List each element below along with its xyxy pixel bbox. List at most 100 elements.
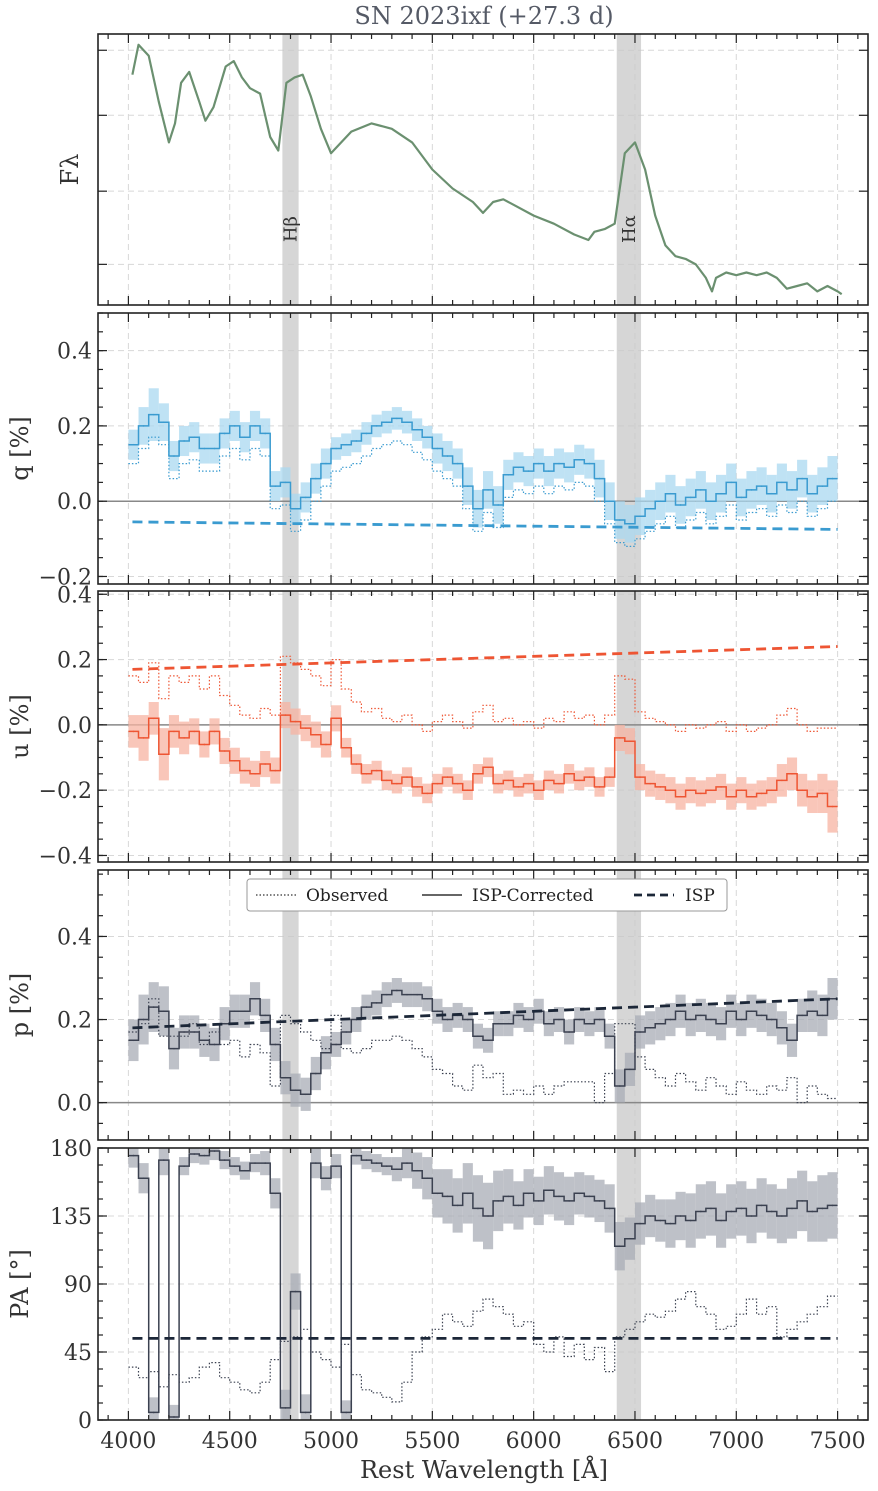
- data-point: [436, 1192, 439, 1195]
- band-label-h-beta: Hβ: [281, 216, 302, 242]
- observed-line: [128, 655, 838, 732]
- isp-line: [132, 520, 838, 531]
- data-point: [750, 489, 753, 491]
- data-point: [487, 1039, 489, 1042]
- panel-frame: [97, 312, 869, 585]
- data-point: [426, 997, 429, 1000]
- data-point: [487, 489, 489, 491]
- data-point: [740, 1207, 743, 1210]
- data-point: [487, 1215, 489, 1217]
- panel-frame: [97, 869, 869, 1141]
- data-point: [355, 763, 358, 765]
- data-point: [598, 1200, 601, 1202]
- y-tick-label: 0.4: [57, 925, 92, 950]
- y-tick-label: 0.0: [57, 490, 92, 515]
- data-point: [578, 779, 581, 782]
- data-point: [446, 1018, 449, 1021]
- corrected-line: [128, 1150, 838, 1418]
- plot-area: [98, 870, 868, 1140]
- data-point: [791, 1039, 793, 1042]
- chart-title: SN 2023ixf (+27.3 d): [354, 2, 613, 30]
- y-tick-label: 0.2: [57, 1009, 92, 1034]
- data-point: [244, 436, 246, 439]
- data-point: [416, 786, 418, 788]
- data-point: [781, 1027, 783, 1029]
- data-point: [831, 997, 834, 1000]
- data-point: [801, 1200, 803, 1202]
- legend-corrected-label: ISP-Corrected: [472, 886, 594, 906]
- data-point: [233, 1010, 236, 1013]
- data-point: [152, 413, 155, 416]
- data-point: [760, 1014, 763, 1017]
- data-point: [507, 474, 510, 476]
- data-point: [710, 789, 712, 791]
- data-point: [375, 425, 378, 427]
- band-h-beta: [282, 34, 299, 305]
- data-point: [497, 1022, 499, 1025]
- data-point: [436, 1010, 439, 1013]
- error-band-segment: [280, 1389, 291, 1420]
- plot-area: [98, 313, 868, 584]
- observed-line: [128, 436, 838, 547]
- data-point: [649, 507, 651, 510]
- data-point: [163, 753, 165, 756]
- panel-flux: Hβ Hα Fλ: [56, 33, 869, 306]
- error-band-segment: [209, 1148, 220, 1161]
- data-point: [497, 1200, 499, 1202]
- data-point: [669, 1222, 672, 1225]
- data-point: [558, 782, 560, 785]
- x-tick-label: 7000: [708, 1429, 764, 1454]
- data-point: [629, 1237, 631, 1240]
- panel-q: −0.2 0.0 0.2 0.4 q [%]: [6, 312, 869, 590]
- data-point: [710, 500, 712, 502]
- data-point: [183, 1165, 185, 1167]
- data-point: [456, 782, 459, 785]
- data-point: [618, 1245, 621, 1248]
- panel-u: −0.4 −0.2 0.0 0.2 0.4 u [%]: [6, 583, 869, 869]
- data-point: [527, 1192, 530, 1195]
- data-point: [618, 737, 621, 739]
- data-point: [487, 766, 489, 769]
- y-tick-label: 0.0: [57, 714, 92, 739]
- error-band-segment: [168, 1404, 180, 1420]
- data-point: [578, 1192, 581, 1195]
- data-point: [548, 1189, 550, 1192]
- data-point: [416, 1169, 418, 1172]
- data-point: [132, 730, 135, 733]
- data-point: [284, 1407, 287, 1409]
- data-point: [325, 462, 327, 465]
- data-point: [244, 1010, 246, 1013]
- data-point: [467, 1192, 469, 1195]
- data-point: [578, 458, 581, 461]
- data-point: [152, 717, 155, 720]
- y-tick-label: 45: [64, 1341, 92, 1366]
- observed-line: [128, 1291, 838, 1403]
- data-point: [578, 1018, 581, 1021]
- data-point: [608, 1207, 611, 1210]
- data-point: [679, 504, 682, 506]
- y-tick-label: 0.2: [57, 649, 92, 674]
- data-point: [588, 1195, 591, 1198]
- legend-box: [246, 878, 728, 912]
- data-point: [345, 443, 348, 446]
- panel-frame: [97, 590, 869, 863]
- data-point: [396, 782, 398, 785]
- data-point: [558, 462, 560, 465]
- data-point: [568, 1200, 570, 1202]
- data-point: [659, 1022, 662, 1025]
- data-point: [406, 993, 408, 996]
- data-point: [152, 1006, 155, 1008]
- data-point: [801, 789, 803, 791]
- data-point: [730, 1210, 733, 1213]
- data-point: [537, 1200, 540, 1202]
- data-point: [365, 1006, 368, 1008]
- data-point: [203, 1154, 206, 1157]
- data-point: [416, 428, 418, 431]
- x-tick-label: 7500: [810, 1429, 866, 1454]
- data-point: [750, 1010, 753, 1013]
- data-point: [355, 1154, 358, 1157]
- data-point: [244, 769, 246, 772]
- data-point: [446, 1195, 449, 1198]
- y-tick-label: 90: [64, 1273, 92, 1298]
- data-point: [608, 1035, 611, 1037]
